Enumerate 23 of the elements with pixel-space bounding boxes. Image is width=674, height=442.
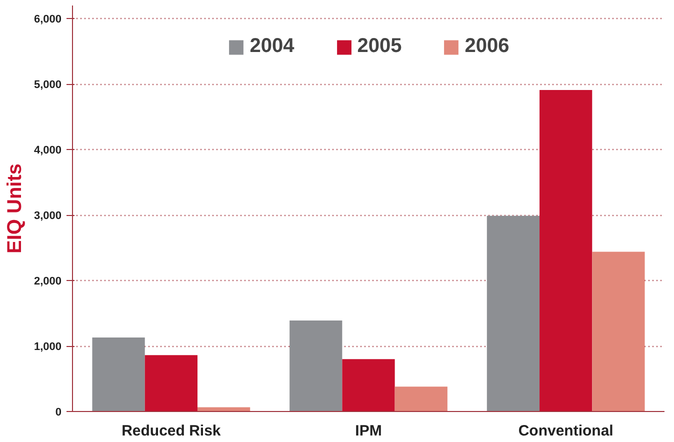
bar — [486, 216, 540, 412]
bar — [290, 320, 342, 412]
x-tick-label: Reduced Risk — [122, 422, 222, 440]
bar — [92, 338, 145, 412]
y-tick-label: 3,000 — [34, 210, 62, 222]
y-tick-label: 5,000 — [34, 79, 62, 92]
bar — [394, 386, 448, 412]
legend-label: 2004 — [250, 35, 294, 58]
x-tick-label: IPM — [355, 422, 382, 440]
y-tick-label: 4,000 — [34, 144, 62, 157]
bar — [342, 359, 395, 412]
bar — [197, 407, 250, 412]
legend-label: 2006 — [464, 35, 510, 58]
y-tick-label: 2,000 — [34, 276, 62, 288]
legend-label: 2005 — [357, 35, 402, 58]
y-tick-label: 1,000 — [34, 341, 62, 354]
x-tick-label: Conventional — [518, 422, 614, 440]
y-tick-label: 6,000 — [34, 14, 62, 26]
y-tick-label: 0 — [55, 406, 62, 418]
bar — [144, 355, 198, 412]
bar — [592, 252, 645, 412]
bar — [540, 90, 592, 412]
y-axis-title: EIQ Units — [4, 163, 26, 254]
